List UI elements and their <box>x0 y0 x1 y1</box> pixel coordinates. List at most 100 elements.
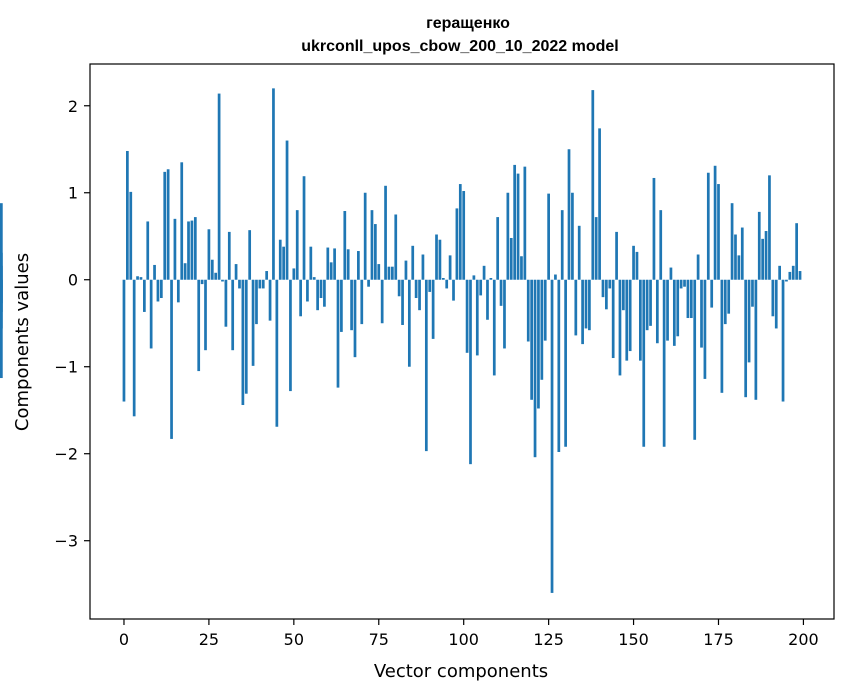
bar-165 <box>683 279 686 287</box>
bar-85 <box>411 245 415 280</box>
bar-127 <box>554 274 557 280</box>
bar-84 <box>407 279 411 367</box>
bar-114 <box>509 237 513 280</box>
x-tick-label: 200 <box>788 630 819 649</box>
bar-18 <box>183 263 187 280</box>
bar-103 <box>472 275 476 280</box>
bar-160 <box>666 279 669 341</box>
bar-195 <box>785 279 788 282</box>
bar-142 <box>605 279 608 310</box>
bar-190 <box>768 175 771 280</box>
bar-10 <box>156 279 160 302</box>
bar-136 <box>584 279 588 329</box>
bar-6 <box>143 279 146 312</box>
bar-108 <box>489 278 493 280</box>
bar-145 <box>615 231 618 280</box>
bar-94 <box>441 278 445 280</box>
bar-96 <box>448 255 452 280</box>
bar-97 <box>452 279 455 301</box>
bar-65 <box>343 211 347 280</box>
bar-116 <box>516 173 520 280</box>
bar-50 <box>292 268 296 280</box>
bar-121 <box>533 279 537 458</box>
bar-182 <box>740 227 744 280</box>
bar-undefined <box>0 279 3 329</box>
bar-73 <box>370 210 374 280</box>
bar-161 <box>669 267 673 280</box>
bar-14 <box>170 279 173 439</box>
y-axis-ticks: −3 −2 −1 0 1 2 <box>54 97 90 551</box>
bar-157 <box>655 279 659 344</box>
bar-183 <box>744 279 748 398</box>
bar-126 <box>550 279 554 593</box>
bar-47 <box>282 246 285 280</box>
bar-175 <box>717 184 720 280</box>
bar-undefined <box>0 279 3 379</box>
bar-146 <box>618 279 622 376</box>
bar-159 <box>662 279 666 447</box>
bar-155 <box>649 279 652 326</box>
x-tick-label: 50 <box>284 630 304 649</box>
bar-152 <box>639 279 642 361</box>
bar-75 <box>377 264 381 280</box>
bar-129 <box>560 210 564 280</box>
bar-187 <box>757 211 761 280</box>
bar-106 <box>482 265 486 280</box>
bar-71 <box>363 192 367 280</box>
x-tick-label: 0 <box>119 630 129 649</box>
bar-1 <box>126 150 129 280</box>
bar-156 <box>652 177 656 280</box>
bar-128 <box>557 279 561 452</box>
bar-131 <box>567 149 571 280</box>
bar-107 <box>486 279 489 320</box>
bar-70 <box>360 279 364 325</box>
bar-13 <box>166 169 170 280</box>
bar-35 <box>241 279 245 406</box>
bar-151 <box>635 251 639 280</box>
chart-subtitle: ukrconll_upos_cbow_200_10_2022 model <box>301 38 618 55</box>
bar-164 <box>679 279 683 289</box>
x-tick-label: 150 <box>618 630 649 649</box>
bar-179 <box>730 203 734 280</box>
bar-109 <box>492 279 496 376</box>
bar-124 <box>543 279 547 341</box>
bar-27 <box>214 272 218 280</box>
bar-134 <box>577 225 581 280</box>
bar-51 <box>295 210 299 280</box>
bar-198 <box>795 223 798 280</box>
bar-172 <box>706 172 710 280</box>
bar-192 <box>774 279 778 329</box>
bars-group <box>0 88 802 593</box>
bar-148 <box>625 279 629 361</box>
bar-28 <box>217 93 221 280</box>
bar-44 <box>272 88 275 280</box>
bar-60 <box>326 247 330 280</box>
bar-12 <box>163 171 167 280</box>
bar-173 <box>710 279 714 308</box>
bar-42 <box>265 271 269 280</box>
bar-104 <box>475 279 479 356</box>
bar-130 <box>564 279 567 447</box>
bar-92 <box>435 234 438 280</box>
plot-frame <box>89 63 835 620</box>
bar-147 <box>622 279 625 311</box>
bar-68 <box>353 279 357 358</box>
bar-62 <box>333 248 336 280</box>
bar-150 <box>632 245 635 280</box>
bar-undefined <box>0 252 3 280</box>
bar-115 <box>513 164 517 280</box>
bar-140 <box>598 128 601 280</box>
bar-66 <box>346 249 350 280</box>
bar-54 <box>306 279 309 302</box>
bar-22 <box>197 279 201 372</box>
x-tick-label: 75 <box>369 630 389 649</box>
y-tick-label: 1 <box>68 184 78 203</box>
bar-86 <box>414 279 418 299</box>
bar-125 <box>547 193 550 280</box>
bar-72 <box>367 279 370 287</box>
bar-153 <box>642 279 646 447</box>
bar-113 <box>506 192 510 280</box>
bar-144 <box>611 279 615 359</box>
bar-117 <box>520 256 523 280</box>
